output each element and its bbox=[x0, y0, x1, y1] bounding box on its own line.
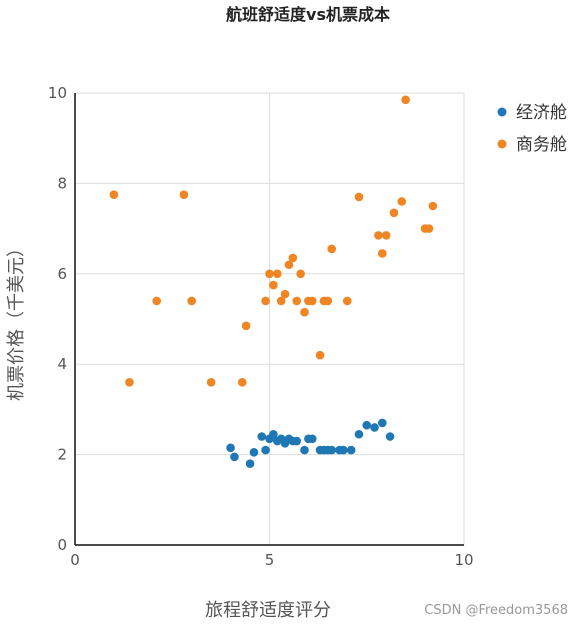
data-point-series-1-26 bbox=[354, 192, 364, 202]
data-point-series-1-16 bbox=[292, 296, 302, 306]
data-point-series-0-22 bbox=[339, 445, 348, 455]
data-point-series-0-1 bbox=[230, 452, 239, 462]
watermark-text: CSDN @Freedom3568 bbox=[424, 603, 568, 618]
data-point-series-1-17 bbox=[296, 269, 305, 279]
data-point-series-1-31 bbox=[397, 197, 407, 206]
data-point-series-0-23 bbox=[346, 445, 356, 455]
data-points bbox=[109, 95, 438, 468]
data-point-series-1-9 bbox=[265, 269, 274, 279]
data-point-series-0-14 bbox=[300, 445, 309, 455]
legend-marker-0 bbox=[497, 107, 507, 117]
data-point-series-1-14 bbox=[284, 260, 294, 270]
x-tick-labels: 0 5 10 bbox=[70, 551, 473, 569]
data-point-series-1-4 bbox=[187, 296, 196, 306]
data-point-series-0-26 bbox=[370, 423, 379, 432]
data-point-series-0-20 bbox=[327, 445, 337, 455]
y-tick-label-2: 4 bbox=[57, 355, 67, 373]
data-point-series-1-13 bbox=[280, 289, 290, 299]
data-point-series-0-16 bbox=[307, 434, 317, 444]
data-point-series-1-7 bbox=[241, 321, 251, 331]
y-tick-labels: 0 2 4 6 8 10 bbox=[48, 84, 67, 554]
data-point-series-1-2 bbox=[152, 296, 161, 306]
data-point-series-1-24 bbox=[327, 244, 337, 254]
data-point-series-1-3 bbox=[179, 190, 189, 199]
x-tick-label-0: 0 bbox=[70, 551, 80, 569]
data-point-series-0-13 bbox=[292, 436, 302, 446]
data-point-series-1-27 bbox=[374, 231, 383, 240]
legend-label-0: 经济舱 bbox=[516, 103, 567, 123]
data-point-series-0-2 bbox=[245, 459, 255, 468]
data-point-series-1-12 bbox=[276, 296, 286, 306]
y-tick-label-0: 0 bbox=[57, 536, 67, 554]
data-point-series-1-34 bbox=[424, 224, 434, 233]
data-point-series-1-8 bbox=[261, 296, 270, 306]
y-tick-label-1: 2 bbox=[57, 446, 67, 464]
data-point-series-1-30 bbox=[389, 208, 399, 218]
data-point-series-1-21 bbox=[315, 350, 325, 360]
data-point-series-1-23 bbox=[323, 296, 333, 306]
data-point-series-1-0 bbox=[109, 190, 119, 199]
data-point-series-1-6 bbox=[237, 377, 247, 387]
data-point-series-1-18 bbox=[300, 307, 309, 317]
y-tick-label-4: 8 bbox=[57, 174, 67, 192]
data-point-series-1-1 bbox=[125, 377, 134, 387]
data-point-series-1-11 bbox=[272, 269, 282, 279]
data-point-series-0-5 bbox=[261, 445, 270, 455]
x-tick-label-1: 5 bbox=[265, 551, 275, 569]
data-point-series-1-25 bbox=[343, 296, 352, 306]
legend-label-1: 商务舱 bbox=[516, 135, 567, 155]
x-tick-label-2: 10 bbox=[454, 551, 473, 569]
y-tick-label-3: 6 bbox=[57, 265, 67, 283]
data-point-series-1-29 bbox=[381, 231, 391, 240]
y-tick-label-5: 10 bbox=[48, 84, 67, 102]
data-point-series-1-10 bbox=[269, 280, 278, 290]
y-axis-label: 机票价格（千美元） bbox=[6, 239, 27, 401]
data-point-series-0-0 bbox=[226, 443, 235, 453]
x-axis-label: 旅程舒适度评分 bbox=[205, 600, 331, 621]
chart-title: 航班舒适度vs机票成本 bbox=[226, 5, 390, 24]
data-point-series-0-25 bbox=[362, 420, 372, 430]
data-point-series-0-4 bbox=[257, 432, 267, 441]
data-point-series-0-24 bbox=[354, 429, 364, 439]
data-point-series-0-3 bbox=[249, 448, 259, 457]
data-point-series-1-35 bbox=[428, 201, 438, 211]
data-point-series-0-27 bbox=[378, 418, 387, 428]
grid bbox=[75, 92, 465, 545]
data-point-series-1-32 bbox=[401, 95, 410, 105]
data-point-series-0-7 bbox=[269, 429, 278, 439]
data-point-series-1-15 bbox=[288, 253, 298, 263]
legend-marker-1 bbox=[497, 139, 507, 149]
data-point-series-1-28 bbox=[378, 249, 387, 258]
data-point-series-1-20 bbox=[307, 296, 317, 306]
data-point-series-1-5 bbox=[206, 377, 216, 387]
data-point-series-0-28 bbox=[385, 432, 395, 441]
